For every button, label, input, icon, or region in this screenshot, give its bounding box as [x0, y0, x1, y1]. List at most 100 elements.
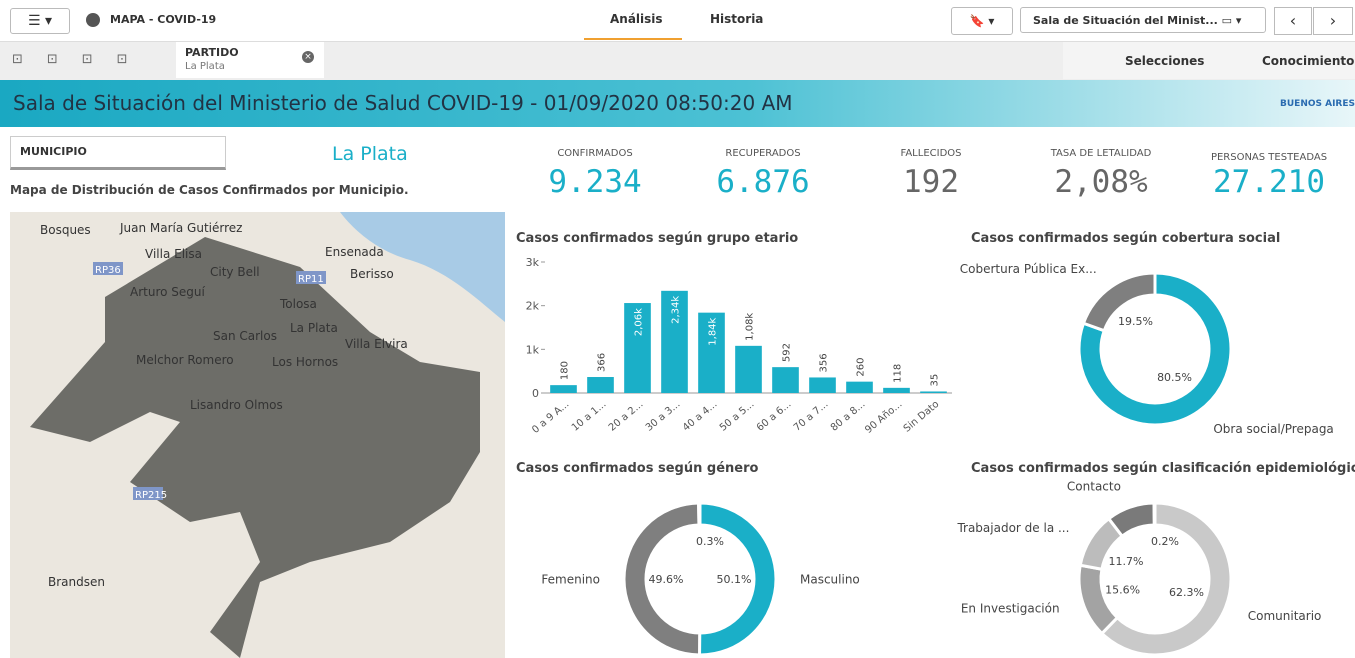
- place-label: Berisso: [350, 267, 394, 281]
- kpi-label: FALLECIDOS: [900, 148, 962, 159]
- place-label: Tolosa: [279, 297, 317, 311]
- chart-title: Casos confirmados según grupo etario: [516, 231, 798, 246]
- header-title: Sala de Situación del Ministerio de Salu…: [13, 91, 793, 115]
- bookmark-button[interactable]: 🔖 ▾: [951, 7, 1013, 35]
- value-label: 356: [819, 353, 830, 372]
- x-tick-label: 90 Año...: [863, 399, 904, 436]
- place-label: Melchor Romero: [136, 353, 234, 367]
- filter-box[interactable]: MUNICIPIO: [10, 136, 226, 170]
- chart-title: Casos confirmados según cobertura social: [971, 231, 1280, 246]
- tab[interactable]: Análisis: [610, 12, 663, 26]
- x-tick-label: 0 a 9 A...: [530, 399, 571, 436]
- value-label: 0.3%: [696, 535, 724, 548]
- bar: [698, 312, 725, 393]
- filter-selected: La Plata: [332, 143, 408, 165]
- value-label: 260: [856, 358, 867, 377]
- kpi-label: PERSONAS TESTEADAS: [1210, 152, 1328, 163]
- place-label: Bosques: [40, 223, 91, 237]
- place-label: Arturo Seguí: [130, 285, 206, 299]
- bar: [587, 377, 614, 393]
- tab[interactable]: Historia: [710, 12, 764, 26]
- value-label: 1,08k: [745, 313, 756, 341]
- place-label: La Plata: [290, 321, 338, 335]
- x-tick-label: 80 a 8...: [829, 399, 868, 434]
- selection-field: PARTIDO: [185, 46, 239, 59]
- place-label: Villa Elvira: [345, 337, 408, 351]
- x-tick-label: 30 a 3...: [644, 399, 683, 434]
- bar: [735, 345, 762, 393]
- donut-segment: [1152, 501, 1157, 527]
- category-label: Contacto: [1067, 479, 1121, 493]
- x-tick-label: 20 a 2...: [607, 399, 646, 434]
- donut-segment: [622, 501, 702, 657]
- value-label: 80.5%: [1157, 371, 1192, 384]
- value-label: 180: [560, 361, 571, 380]
- road-label: RP36: [95, 265, 121, 276]
- kpi-value: 2,08%: [1054, 164, 1148, 200]
- road-badge: [296, 271, 326, 284]
- top-bar: ☰ ▾ MAPA - COVID-19 Análisis Historia 🔖 …: [0, 0, 1355, 42]
- kpi-label: CONFIRMADOS: [557, 148, 633, 159]
- menu-button[interactable]: ☰ ▾: [10, 8, 70, 34]
- insights-button[interactable]: Conocimientos: [1262, 54, 1355, 68]
- value-label: 2,06k: [634, 308, 645, 336]
- app-name: MAPA - COVID-19: [110, 13, 217, 26]
- map[interactable]: Bosques Juan María Gutiérrez Ensenada Villa…: [10, 212, 505, 658]
- donut-segment: [1081, 271, 1157, 333]
- app-icon: [86, 13, 100, 27]
- value-label: 11.7%: [1109, 555, 1144, 568]
- next-button[interactable]: ›: [1313, 7, 1353, 35]
- header-banner: Sala de Situación del Ministerio de Salu…: [0, 80, 1355, 127]
- bar: [772, 367, 799, 393]
- chart-title: Casos confirmados según género: [516, 461, 759, 476]
- bar: [883, 387, 910, 393]
- donut-segment: [1099, 501, 1233, 657]
- selections-panel[interactable]: Selecciones Conocimientos: [1063, 42, 1355, 79]
- prev-button[interactable]: ‹: [1274, 7, 1312, 35]
- tool-icons[interactable]: ⊡⊡⊡⊡: [12, 52, 152, 67]
- y-tick-label: 3k: [526, 256, 540, 269]
- bar: [809, 377, 836, 393]
- place-labels: Bosques Juan María Gutiérrez Ensenada Villa…: [40, 221, 408, 589]
- selections-button[interactable]: Selecciones: [1125, 54, 1205, 68]
- value-label: 15.6%: [1105, 583, 1140, 596]
- kpi-value: 9.234: [548, 164, 642, 200]
- clear-icon[interactable]: ×: [302, 51, 314, 63]
- value-label: 2,34k: [671, 296, 682, 324]
- place-label: Villa Elisa: [145, 247, 202, 261]
- y-tick-label: 2k: [526, 300, 540, 313]
- sheet-selector[interactable]: Sala de Situación del Minist... ▭ ▾: [1020, 7, 1266, 33]
- donut-segment: [698, 501, 778, 657]
- selection-bar: ⊡⊡⊡⊡ PARTIDO La Plata × Selecciones Cono…: [0, 42, 1355, 81]
- category-label: Masculino: [800, 572, 860, 586]
- kpi-value: 6.876: [716, 164, 810, 200]
- place-label: Lisandro Olmos: [190, 398, 283, 412]
- x-tick-label: 10 a 1...: [570, 399, 609, 434]
- bar: [661, 290, 688, 393]
- value-label: 49.6%: [649, 573, 684, 586]
- sheet-name: Sala de Situación del Minist...: [1033, 14, 1218, 27]
- chart-title: Casos confirmados según clasificación ep…: [971, 461, 1355, 476]
- value-label: 35: [930, 374, 941, 387]
- partido-shape[interactable]: [30, 237, 480, 658]
- road-badge: [133, 487, 163, 500]
- value-label: 1,84k: [708, 317, 719, 345]
- tab-underline: [584, 38, 682, 40]
- road-label: RP11: [298, 274, 324, 285]
- kpi-label: TASA DE LETALIDAD: [1050, 148, 1152, 159]
- value-label: 62.3%: [1169, 586, 1204, 599]
- map-title: Mapa de Distribución de Casos Confirmado…: [10, 183, 409, 197]
- selection-value: La Plata: [185, 61, 225, 72]
- place-label: Juan María Gutiérrez: [119, 221, 242, 235]
- bar: [624, 303, 651, 393]
- map-water: [340, 212, 505, 322]
- x-tick-label: Sin Dato: [902, 399, 942, 435]
- selection-chip[interactable]: PARTIDO La Plata ×: [176, 42, 324, 78]
- value-label: 366: [597, 353, 608, 372]
- road-badge: [93, 262, 123, 275]
- place-label: Brandsen: [48, 575, 105, 589]
- value-label: 592: [782, 343, 793, 362]
- category-label: Trabajador de la ...: [956, 521, 1069, 535]
- x-tick-label: 60 a 6...: [755, 399, 794, 434]
- donut-segment: [1077, 271, 1233, 427]
